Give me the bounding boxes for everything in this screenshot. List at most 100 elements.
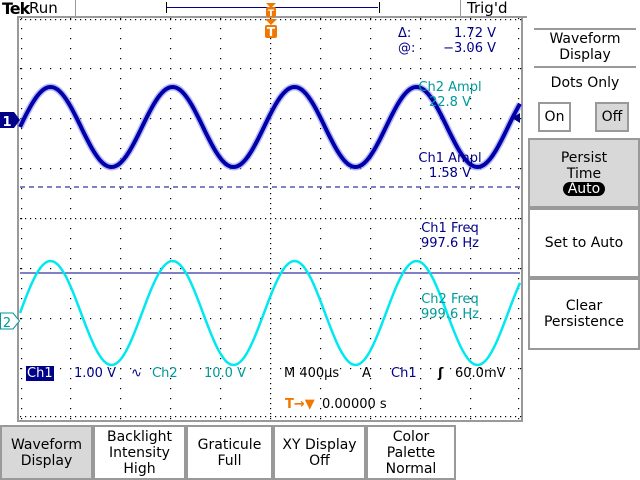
graticule-dot [80,318,82,320]
graticule-dot [55,416,57,418]
ch2-scale: 10.0 V [204,366,246,381]
graticule-dot [220,418,222,420]
bottom-menu-waveform-display[interactable]: Waveform Display [0,425,93,480]
graticule-dot [250,318,252,320]
dots-only-off-button[interactable]: Off [595,102,629,132]
graticule-dot [90,268,92,270]
graticule-dot [470,328,472,330]
bottom-menu-xy-display[interactable]: XY Display Off [273,425,366,480]
graticule-dot [505,416,507,418]
graticule-dot [470,88,472,90]
graticule-dot [440,268,442,270]
graticule-dot [270,213,272,215]
graticule-dot [220,228,222,230]
graticule-dot [220,108,222,110]
graticule-dot [485,416,487,418]
graticule-dot [270,253,272,255]
graticule-dot [270,303,272,305]
graticule-dot [70,148,72,150]
measurement-ch2-freq: Ch2 Freq 999.6 Hz [404,292,496,322]
graticule-dot [70,178,72,180]
graticule-dot [245,416,247,418]
graticule-dot [220,258,222,260]
graticule-dot [370,298,372,300]
graticule-dot [215,218,217,220]
graticule-dot [150,168,152,170]
graticule-dot [470,268,472,270]
persist-time-button[interactable]: Persist Time Auto [528,138,640,208]
graticule-dot [180,268,182,270]
graticule-dot [130,416,132,418]
graticule-dot [290,168,292,170]
graticule-dot [170,198,172,200]
graticule-dot [390,19,392,21]
graticule-dot [320,328,322,330]
graticule-dot [230,318,232,320]
graticule-dot [360,318,362,320]
clear-persistence-button[interactable]: Clear Persistence [528,278,640,350]
graticule-dot [230,68,232,70]
graticule-dot [245,19,247,21]
graticule-dot [520,19,522,21]
graticule-dot [135,416,137,418]
graticule-dot [100,268,102,270]
graticule-dot [195,416,197,418]
graticule-dot [21,18,23,20]
graticule-dot [270,78,272,80]
graticule-dot [140,416,142,418]
bottom-menu-color-palette[interactable]: Color Palette Normal [366,425,456,480]
graticule-dot [195,19,197,21]
graticule-dot [290,118,292,120]
graticule-dot [440,19,442,21]
graticule-dot [235,218,237,220]
graticule-dot [350,118,352,120]
graticule-dot [120,238,122,240]
graticule-dot [505,19,507,21]
graticule-dot [240,416,242,418]
graticule-dot [120,68,122,70]
graticule-dot [70,268,72,270]
graticule-dot [270,123,272,125]
graticule-dot [170,48,172,50]
graticule-dot [70,258,72,260]
graticule-dot [370,198,372,200]
graticule-dot [35,19,37,21]
graticule-dot [220,18,222,20]
bottom-menu-backlight-intensity[interactable]: Backlight Intensity High [93,425,186,480]
graticule-dot [120,258,122,260]
graticule-dot [270,183,272,185]
set-to-auto-button[interactable]: Set to Auto [528,208,640,278]
graticule-dot [21,278,23,280]
bottom-menu-graticule[interactable]: Graticule Full [186,425,273,480]
graticule-dot [50,118,52,120]
graticule-dot [220,168,222,170]
graticule-dot [518,178,520,180]
graticule-dot [210,68,212,70]
graticule-dot [220,416,222,418]
graticule-dot [210,168,212,170]
graticule-dot [518,338,520,340]
graticule-dot [470,348,472,350]
graticule-dot [220,348,222,350]
graticule-dot [160,318,162,320]
graticule-dot [415,218,417,220]
graticule-dot [400,168,402,170]
graticule-dot [490,68,492,70]
graticule-dot [105,19,107,21]
graticule-dot [270,258,272,260]
graticule-dot [470,408,472,410]
graticule-dot [21,158,23,160]
graticule-dot [470,298,472,300]
graticule-dot [500,118,502,120]
graticule-dot [320,368,322,370]
graticule-dot [450,368,452,370]
graticule-dot [95,416,97,418]
graticule-dot [518,278,520,280]
graticule-dot [460,416,462,418]
graticule-dot [330,416,332,418]
dots-only-on-button[interactable]: On [538,102,571,132]
graticule-dot [518,78,520,80]
graticule-dot [160,68,162,70]
graticule-dot [375,218,377,220]
graticule-dot [270,268,272,270]
